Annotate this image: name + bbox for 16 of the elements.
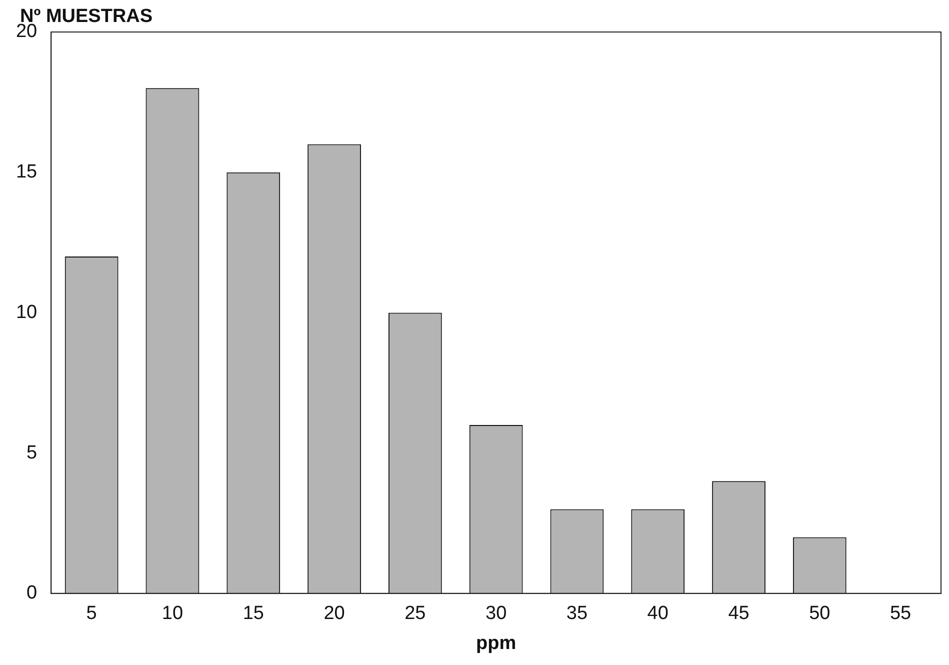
x-tick-label: 10 [162, 603, 184, 624]
x-axis-title: ppm [476, 632, 516, 654]
y-tick-label: 5 [26, 442, 38, 464]
x-tick-label: 55 [890, 603, 912, 624]
y-tick-label: 0 [26, 582, 38, 604]
x-tick-label: 40 [647, 603, 668, 624]
x-tick-label: 45 [728, 603, 750, 624]
x-tick-label: 50 [809, 603, 830, 624]
x-tick-label: 30 [485, 603, 507, 624]
x-tick-label: 5 [86, 603, 97, 624]
x-tick-label: 25 [404, 603, 426, 624]
y-tick-label: 10 [16, 302, 38, 323]
x-tick-label: 15 [242, 603, 264, 624]
x-tick-label: 35 [566, 603, 588, 624]
x-tick-label: 20 [324, 603, 345, 624]
y-tick-label: 15 [16, 162, 38, 183]
